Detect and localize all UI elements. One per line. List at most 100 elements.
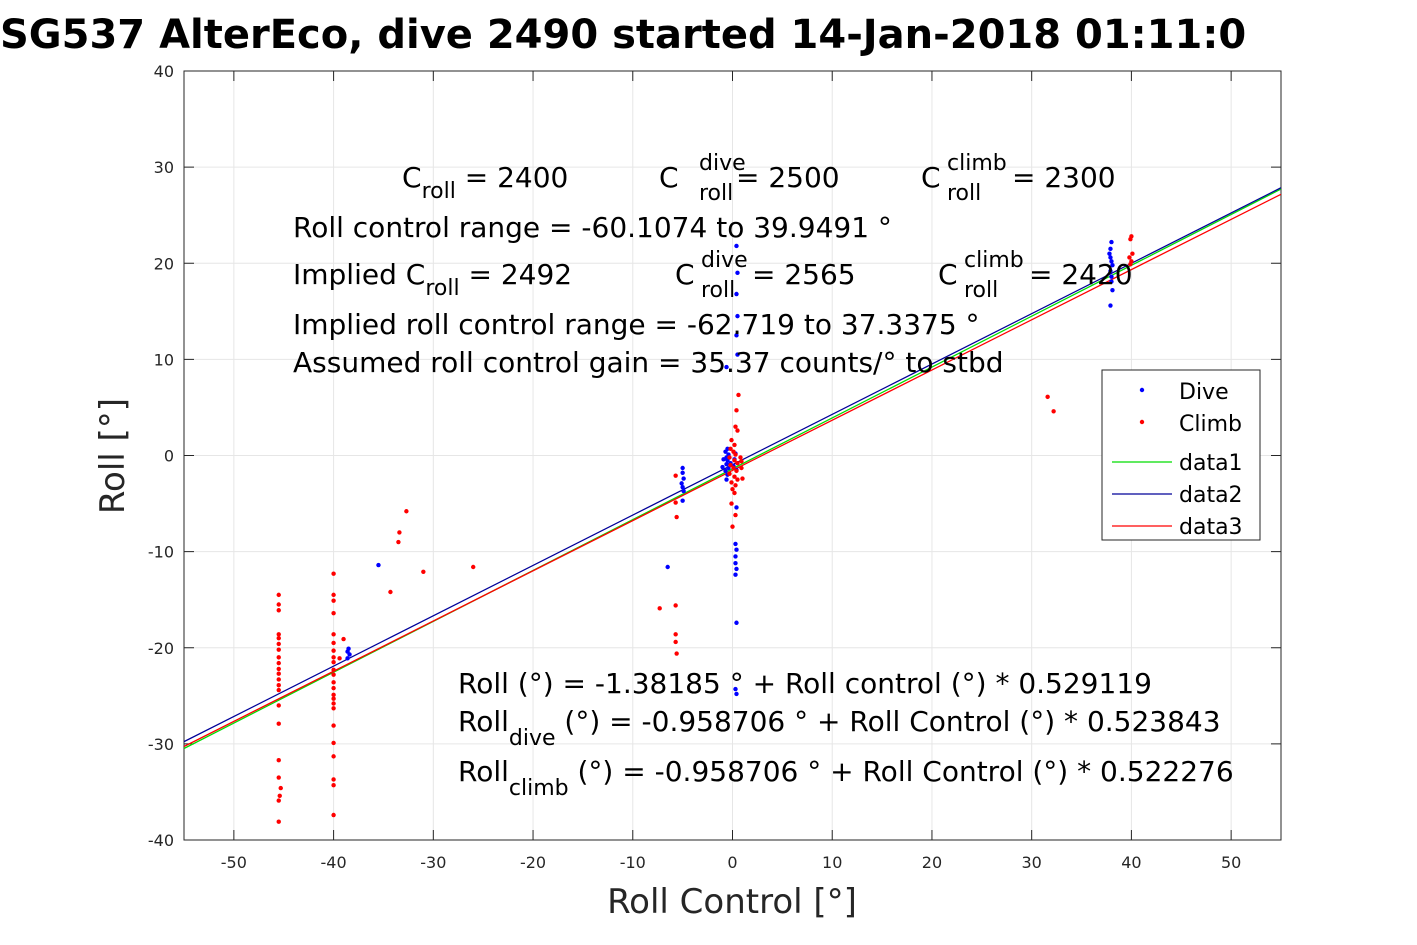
dive-point xyxy=(724,364,729,370)
dive-point xyxy=(734,691,739,697)
climb-point xyxy=(674,651,679,656)
legend-label: Dive xyxy=(1179,380,1229,405)
dive-point xyxy=(1108,255,1113,260)
dive-point xyxy=(1109,274,1114,279)
climb-point xyxy=(331,685,336,691)
legend-item-dive: Dive xyxy=(1139,380,1229,405)
climb-point xyxy=(276,660,281,666)
climb-point xyxy=(673,473,678,478)
dive-point xyxy=(733,572,738,577)
climb-point xyxy=(276,641,281,647)
climb-point xyxy=(735,460,740,466)
x-tick-label: -40 xyxy=(321,853,347,872)
climb-point xyxy=(727,455,732,460)
dive-point xyxy=(733,554,738,559)
c-roll-dive-text: C xyxy=(659,161,679,194)
climb-point xyxy=(733,483,738,488)
dive-point xyxy=(665,564,670,570)
legend: Dive Climb data1 data2 data3 xyxy=(1101,369,1261,541)
dive-point xyxy=(1110,287,1115,293)
legend-label: Climb xyxy=(1179,412,1242,437)
climb-point xyxy=(421,569,426,575)
climb-point xyxy=(733,424,738,429)
climb-point xyxy=(739,459,744,464)
climb-point xyxy=(276,683,281,688)
climb-point xyxy=(276,758,281,763)
climb-point xyxy=(276,671,281,676)
dive-point xyxy=(376,562,381,568)
c-roll-text: Croll = 2400 xyxy=(402,161,568,204)
dive-point xyxy=(724,477,729,482)
climb-point xyxy=(276,677,281,682)
implied-c-climb-value: = 2420 xyxy=(1029,258,1133,291)
fit-equations: Roll (°) = -1.38185 ° + Roll control (°)… xyxy=(458,667,1234,801)
climb-point xyxy=(331,648,336,653)
assumed-gain: Assumed roll control gain = 35.37 counts… xyxy=(293,346,1004,379)
climb-point xyxy=(674,514,679,520)
climb-point xyxy=(397,530,402,535)
c-roll-dive-value: = 2500 xyxy=(736,161,840,194)
climb-point xyxy=(739,465,744,471)
dive-point xyxy=(734,291,739,297)
c-roll-climb-sub: roll xyxy=(947,181,981,206)
climb-point xyxy=(388,589,393,595)
climb-point xyxy=(276,666,281,672)
dive-point xyxy=(1108,268,1113,274)
legend-item-climb: Climb xyxy=(1139,412,1242,437)
climb-point xyxy=(673,639,678,645)
dive-point xyxy=(723,468,728,474)
y-tick-label: 40 xyxy=(154,62,174,81)
implied-c-roll-text: Implied Croll = 2492 xyxy=(293,258,572,301)
climb-point xyxy=(740,476,745,481)
climb-point xyxy=(276,608,281,613)
legend-item-data3: data3 xyxy=(1112,515,1243,540)
dive-point xyxy=(1109,239,1114,245)
climb-point xyxy=(331,740,336,746)
climb-point xyxy=(276,647,281,652)
climb-point xyxy=(331,706,336,711)
climb-point xyxy=(337,656,342,661)
climb-point xyxy=(331,680,336,685)
climb-point xyxy=(1051,409,1056,414)
climb-point xyxy=(673,632,678,637)
climb-point xyxy=(331,640,336,646)
climb-point xyxy=(1128,237,1133,242)
dive-point xyxy=(735,352,740,357)
y-tick-label: 0 xyxy=(164,447,174,466)
dive-point xyxy=(734,333,739,338)
x-tick-label: -50 xyxy=(221,853,247,872)
dive-point xyxy=(724,461,729,467)
x-tick-label: 50 xyxy=(1221,853,1241,872)
climb-point xyxy=(732,490,737,496)
climb-point xyxy=(735,477,740,482)
dive-point xyxy=(733,541,738,547)
climb-point xyxy=(341,636,346,642)
climb-point xyxy=(657,606,662,611)
legend-label: data3 xyxy=(1179,515,1243,540)
dive-point xyxy=(1110,262,1115,268)
dive-point xyxy=(1109,279,1114,284)
dive-point xyxy=(679,481,684,486)
legend-label: data2 xyxy=(1179,483,1243,508)
climb-point xyxy=(276,592,281,598)
y-tick-label: -10 xyxy=(148,543,174,562)
dive-point xyxy=(681,476,686,481)
climb-point xyxy=(331,692,336,698)
dive-point xyxy=(735,270,740,276)
dive-point xyxy=(1108,303,1113,308)
implied-c-dive-sup: dive xyxy=(701,248,748,273)
y-tick-label: 20 xyxy=(154,254,174,273)
chart-title: SG537 AlterEco, dive 2490 started 14-Jan… xyxy=(0,12,1246,58)
climb-point xyxy=(1045,394,1050,400)
climb-point xyxy=(331,659,336,665)
climb-point xyxy=(738,455,743,460)
climb-point xyxy=(734,468,739,474)
climb-point xyxy=(471,564,476,570)
implied-c-climb-sup: climb xyxy=(964,248,1024,273)
dive-point xyxy=(733,686,738,692)
dive-point xyxy=(734,620,739,625)
c-roll-climb-sup: climb xyxy=(947,151,1007,176)
y-axis-label: Roll [°] xyxy=(93,398,133,514)
c-roll-climb-value: = 2300 xyxy=(1012,161,1116,194)
